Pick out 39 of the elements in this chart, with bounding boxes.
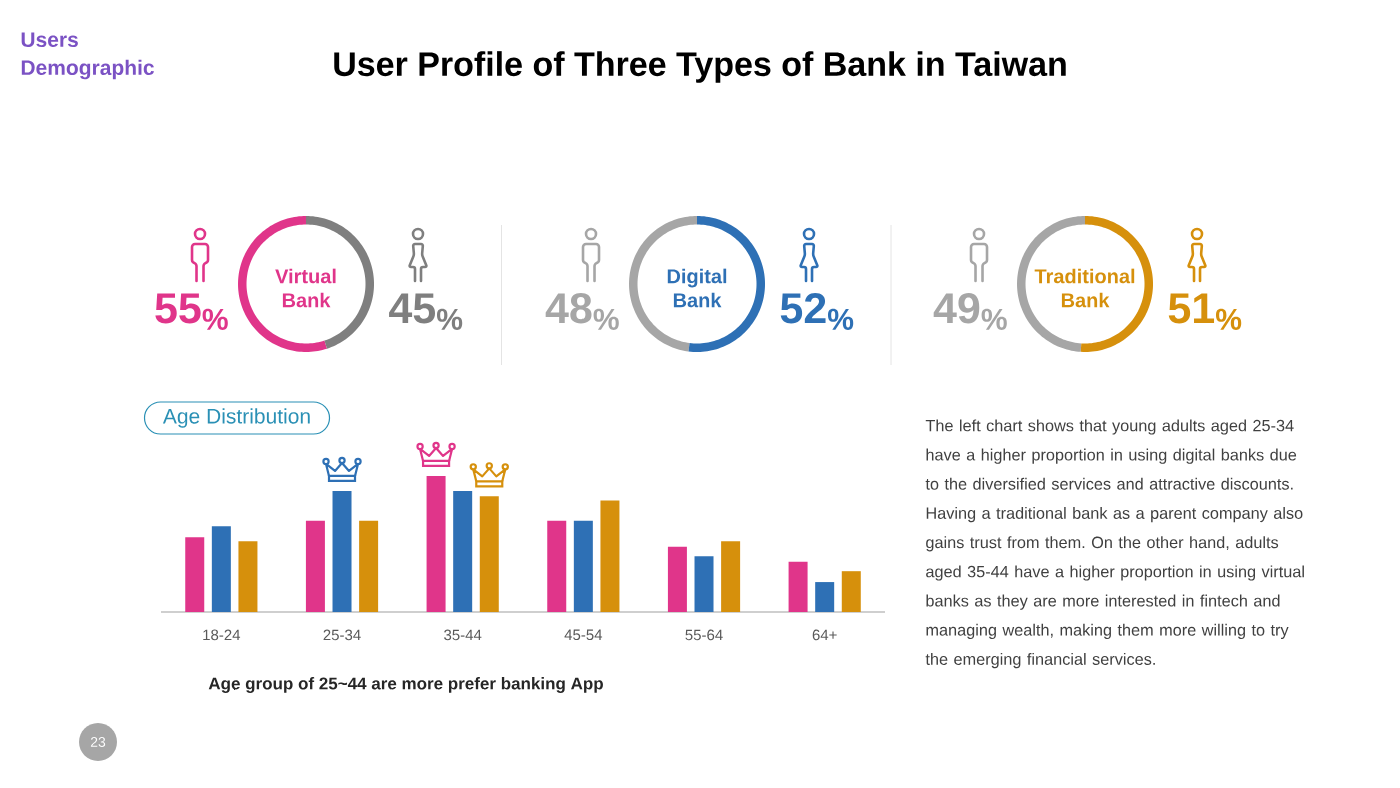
text: Age group of 25~44 are more prefer banking App — [208, 677, 603, 693]
data-label: 51$_{%}$ — [1168, 293, 1242, 330]
bar — [332, 490, 352, 612]
x-tick-label: 55-64 — [685, 629, 723, 641]
bar — [815, 582, 835, 612]
bar — [667, 546, 687, 612]
bar — [841, 571, 861, 612]
text: Traditional Bank — [1034, 268, 1135, 308]
x-tick-label: 64+ — [812, 629, 837, 641]
bar — [426, 475, 446, 612]
text: 23 — [90, 737, 106, 747]
x-tick-label: 18-24 — [203, 629, 241, 641]
text: The left chart shows that young adults aged 25-34 have a higher proportion in using digital banks due to the diversified services and attractive discounts. Having a traditional bank as a parent company also gains trust from them. On the other hand, adults aged 35-44 have a higher proportion in using virtual banks as they are more interested in fintech and managing wealth, making them more willing to try the emerging financial services. — [925, 419, 1304, 669]
x-tick-label: 45-54 — [564, 629, 603, 641]
text: Virtual Bank — [275, 268, 336, 308]
bar — [573, 520, 593, 612]
text: User Profile of Three Types of Bank in Taiwan — [334, 51, 1066, 83]
data-label: 55$_{%}$ — [155, 293, 228, 330]
bar — [305, 520, 325, 612]
bar — [238, 541, 258, 612]
x-tick-label: 35-44 — [444, 629, 482, 641]
data-label: 52$_{%}$ — [780, 292, 854, 330]
text: Users Demographic — [21, 32, 154, 80]
bar — [185, 537, 205, 612]
bar — [211, 526, 231, 612]
bar — [547, 520, 567, 612]
bar — [479, 496, 499, 612]
bar — [600, 500, 620, 612]
bar — [694, 556, 714, 612]
data-label: 48$_{%}$ — [545, 292, 619, 330]
bar — [721, 541, 741, 612]
bar — [453, 490, 473, 612]
bar — [359, 520, 379, 612]
bar — [788, 561, 808, 612]
text: Digital Bank — [667, 268, 727, 308]
data-label: 49$_{%}$ — [933, 292, 1007, 330]
chart-title: Age Distribution — [162, 408, 310, 428]
data-label: 45$_{%}$ — [389, 293, 463, 330]
x-tick-label: 25-34 — [323, 629, 361, 641]
